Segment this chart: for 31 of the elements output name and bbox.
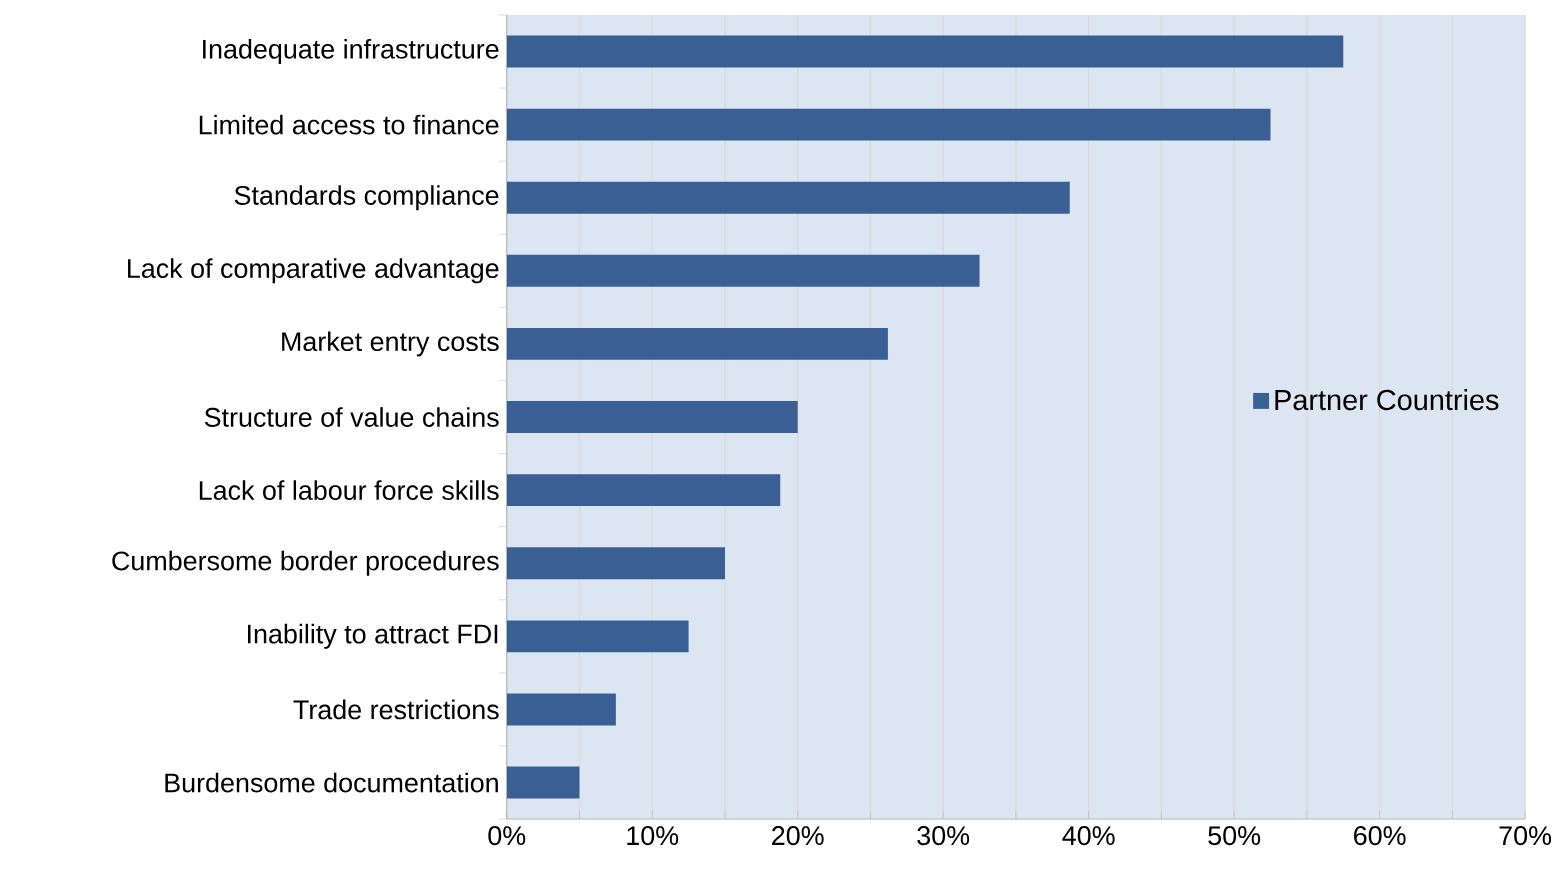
x-tick-label: 20% [772, 826, 824, 846]
y-tick-label: Trade restrictions [293, 699, 499, 720]
y-tick-label: Lack of labour force skills [199, 480, 499, 501]
y-tick-label: Cumbersome border procedures [112, 550, 499, 576]
x-tick-label: 50% [1208, 826, 1261, 846]
y-tick-label: Inability to attract FDI [248, 623, 498, 649]
y-tick-label: Market entry costs [282, 331, 499, 357]
bar [506, 328, 888, 360]
y-tick-label: Standards compliance [234, 185, 499, 211]
bar [506, 254, 980, 287]
y-tick-label: Limited access to finance [199, 114, 499, 135]
bar [506, 547, 725, 580]
bar [506, 766, 580, 799]
x-tick-label: 0% [488, 826, 526, 846]
y-tick-label: Structure of value chains [204, 407, 499, 427]
bar [506, 693, 616, 726]
bar [506, 181, 1070, 214]
bar [506, 35, 1344, 68]
x-tick-label: 70% [1499, 826, 1552, 846]
y-tick-label: Burdensome documentation [165, 772, 498, 793]
bar [506, 401, 798, 434]
legend-label: Partner Countries [1275, 389, 1499, 411]
y-tick-label: Inadequate infrastructure [203, 39, 499, 65]
bar [506, 620, 689, 653]
x-tick-label: 10% [627, 826, 679, 846]
bar [506, 474, 781, 507]
x-tick-label: 40% [1062, 826, 1115, 846]
x-tick-label: 30% [917, 826, 970, 846]
bar [506, 108, 1271, 141]
x-tick-label: 60% [1354, 826, 1406, 846]
y-tick-label: Lack of comparative advantage [128, 258, 499, 284]
